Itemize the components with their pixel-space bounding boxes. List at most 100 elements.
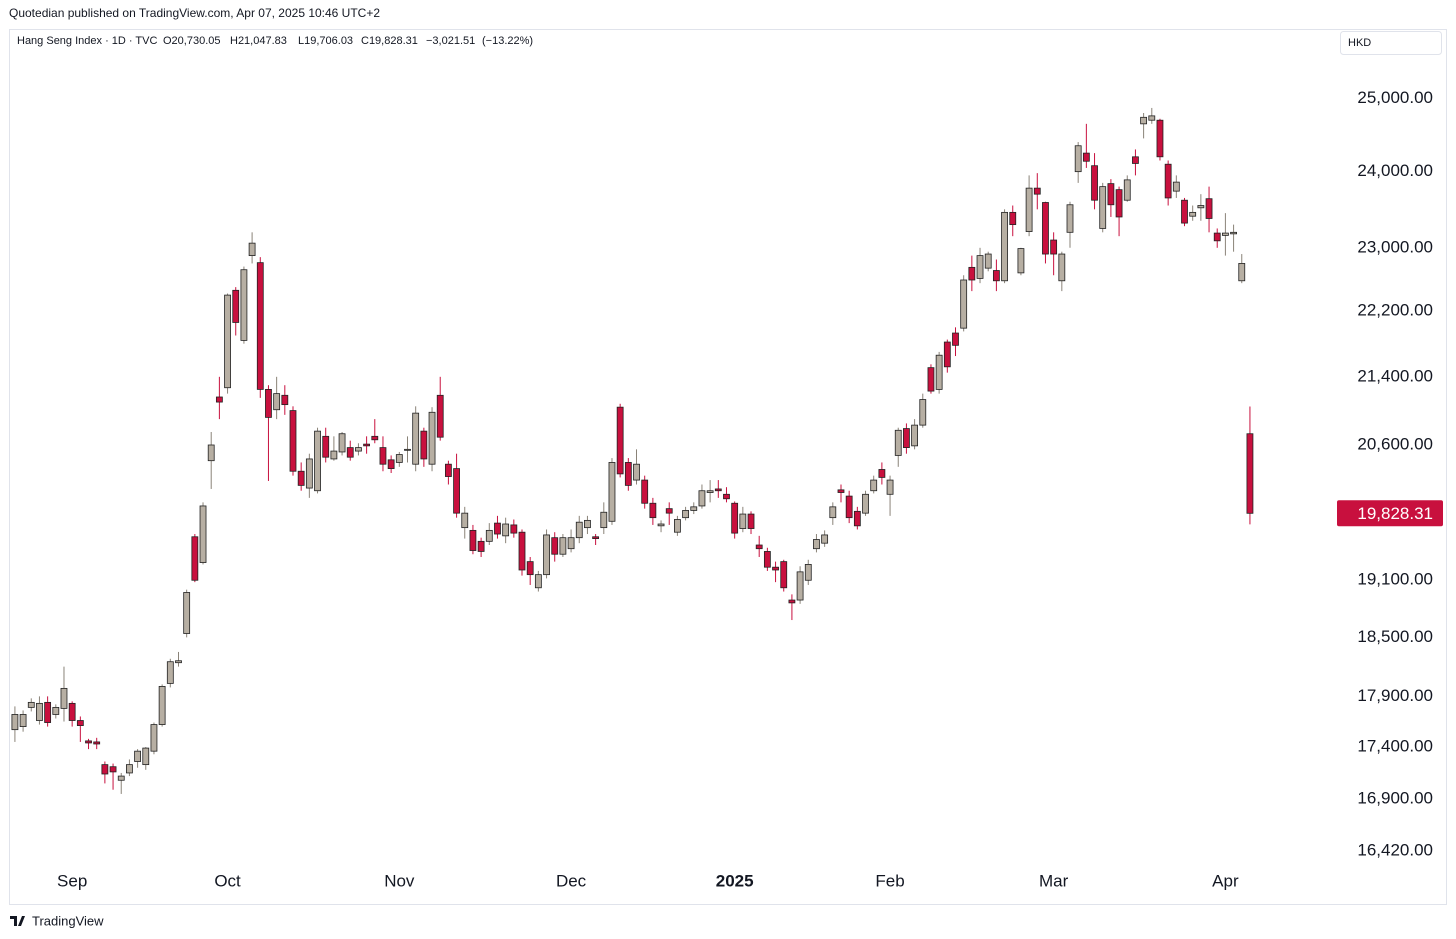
x-tick-label: Sep xyxy=(57,871,87,890)
candle-down xyxy=(968,266,976,281)
candle-up xyxy=(796,571,804,601)
candle-down xyxy=(1213,232,1221,242)
x-tick-label: Apr xyxy=(1212,871,1239,890)
candle-up xyxy=(976,255,984,279)
candle-up xyxy=(1172,181,1180,192)
candle-down xyxy=(992,270,1000,282)
candle-up xyxy=(829,506,837,519)
candle-down xyxy=(109,766,117,773)
candle-up xyxy=(502,523,510,537)
candle-down xyxy=(1107,183,1115,206)
candle-up xyxy=(27,701,35,708)
y-tick-label: 17,900.00 xyxy=(1357,686,1433,705)
candle-down xyxy=(1164,163,1172,199)
candle-up xyxy=(1189,211,1197,217)
currency: HKD xyxy=(1348,37,1371,49)
candle-up xyxy=(166,661,174,684)
candle-up xyxy=(183,592,191,634)
candle-up xyxy=(248,242,256,257)
candle-up xyxy=(870,479,878,492)
candle-down xyxy=(256,262,264,390)
y-tick-label: 23,000.00 xyxy=(1357,237,1433,256)
candle-up xyxy=(935,354,943,390)
candles xyxy=(11,107,1254,794)
candle-up xyxy=(1230,231,1237,235)
candle-up xyxy=(330,450,338,460)
candle-up xyxy=(142,747,150,766)
x-tick-label: 2025 xyxy=(716,871,754,890)
candle-up xyxy=(117,775,125,781)
candle-up xyxy=(485,529,493,542)
candle-down xyxy=(772,566,779,571)
candle-down xyxy=(281,394,289,406)
candle-up xyxy=(36,702,43,721)
candle-up xyxy=(608,462,616,522)
candle-down xyxy=(363,443,371,447)
candle-up xyxy=(412,412,420,465)
candle-up xyxy=(404,448,411,451)
candle-down xyxy=(1115,189,1123,218)
candle-up xyxy=(911,424,918,447)
chart-frame xyxy=(9,29,1447,905)
candle-down xyxy=(1033,187,1041,195)
candle-down xyxy=(837,489,845,493)
candle-down xyxy=(518,531,526,571)
candle-down xyxy=(297,470,305,486)
candle-up xyxy=(1222,232,1229,236)
legend-change: −3,021.51 xyxy=(426,35,475,47)
candle-down xyxy=(723,493,730,500)
candle-up xyxy=(175,660,182,664)
candle-up xyxy=(428,411,436,465)
y-tick-label: 16,900.00 xyxy=(1357,789,1433,808)
candle-down xyxy=(232,289,240,323)
candle-down xyxy=(952,332,959,346)
candle-up xyxy=(1148,115,1156,121)
candle-up xyxy=(1066,204,1074,233)
y-tick-label: 22,200.00 xyxy=(1357,301,1433,320)
x-tick-label: Feb xyxy=(875,871,904,890)
candle-down xyxy=(731,502,739,534)
x-tick-label: Nov xyxy=(384,871,415,890)
candle-down xyxy=(780,561,788,589)
legend-low: L19,706.03 xyxy=(298,35,353,47)
publish-header: Quotedian published on TradingView.com, … xyxy=(9,6,380,20)
footer-logo: TradingView xyxy=(10,913,104,928)
candle-up xyxy=(919,399,927,426)
candle-up xyxy=(199,505,207,563)
candle-down xyxy=(436,394,444,438)
y-tick-label: 21,400.00 xyxy=(1357,366,1433,385)
candle-up xyxy=(158,685,166,725)
candle-up xyxy=(600,511,608,529)
y-tick-label: 19,100.00 xyxy=(1357,570,1433,589)
candle-down xyxy=(1042,202,1049,255)
candle-down xyxy=(714,488,722,492)
candle-down xyxy=(68,702,76,721)
candle-up xyxy=(821,534,829,544)
candle-down xyxy=(878,469,886,478)
candle-up xyxy=(1099,186,1107,229)
candle-down xyxy=(1246,433,1254,514)
candle-down xyxy=(215,396,223,403)
candle-up xyxy=(894,429,902,456)
last-price-badge xyxy=(1337,500,1443,527)
candle-down xyxy=(1156,119,1164,158)
candle-down xyxy=(624,462,632,486)
candle-up xyxy=(682,510,689,519)
candle-up xyxy=(960,279,968,329)
legend-symbol: Hang Seng Index · 1D · TVC xyxy=(17,35,157,47)
candle-up xyxy=(52,706,60,715)
candle-down xyxy=(592,536,600,539)
candle-down xyxy=(191,536,199,581)
candle-up xyxy=(862,493,869,514)
x-tick-label: Oct xyxy=(214,871,241,890)
candle-up xyxy=(461,512,469,529)
legend-change-pct: (−13.22%) xyxy=(482,35,533,47)
candle-down xyxy=(101,764,109,775)
candle-up xyxy=(804,564,812,581)
candle-up xyxy=(984,253,992,269)
candle-up xyxy=(633,463,640,481)
candle-up xyxy=(134,750,141,762)
y-tick-label: 16,420.00 xyxy=(1357,840,1433,859)
candle-down xyxy=(510,524,518,534)
